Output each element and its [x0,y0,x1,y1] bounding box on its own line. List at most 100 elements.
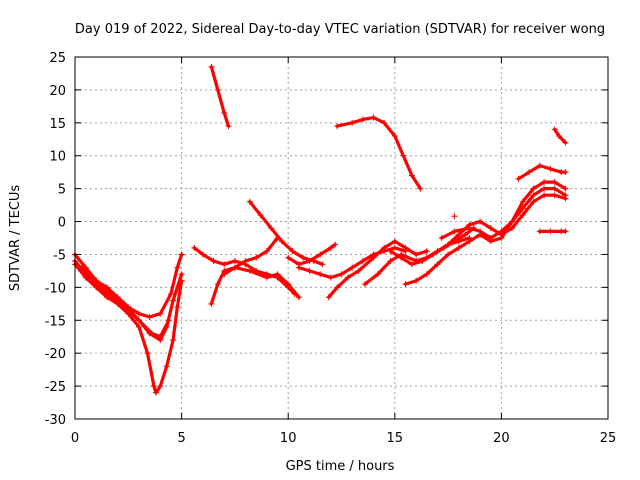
series-s22 [551,126,569,146]
series-s08 [221,264,302,301]
y-tick-label: 20 [49,84,66,99]
data-point [246,198,253,205]
series-s07 [208,63,232,130]
data-point [174,264,181,271]
data-point [413,251,420,258]
data-point [509,225,516,232]
data-point [157,383,164,390]
data-point [423,271,430,278]
data-point [208,63,215,70]
data-point [93,284,100,291]
series-track [79,266,171,339]
data-point [325,294,332,301]
data-point [445,251,452,258]
data-point [370,114,377,121]
y-tick-label: -15 [45,314,66,329]
data-point [462,231,469,238]
y-tick-label: 10 [49,150,66,165]
series-track [446,193,567,247]
plot-frame [74,56,609,420]
data-point [178,251,185,258]
data-point [300,254,307,261]
data-point [274,271,281,278]
data-point [135,317,142,324]
data-point [509,218,516,225]
data-point [157,333,164,340]
data-point [562,139,569,146]
data-point [417,185,424,192]
series-track [209,65,231,128]
data-point [419,258,426,265]
data-point [78,264,85,271]
data-point [391,244,398,251]
data-point [555,132,562,139]
data-point [103,294,110,301]
data-point [170,297,177,304]
series-s15 [387,225,477,268]
data-point [174,304,181,311]
data-point [178,271,185,278]
data-point [214,281,221,288]
data-point [225,123,232,130]
data-point [387,258,394,265]
data-point [295,294,302,301]
y-tick-label: -20 [45,347,66,362]
data-point [498,235,505,241]
data-point [114,300,121,307]
data-point [82,274,89,281]
data-point [551,126,558,133]
data-point [359,116,366,123]
data-point [263,274,270,281]
x-tick-label: 20 [493,431,510,446]
data-point [253,254,260,261]
data-point [530,185,537,192]
data-point [285,254,292,261]
data-point [242,258,249,265]
series-s20 [515,162,569,182]
data-point [319,261,326,268]
series-s03 [72,261,185,396]
data-point [551,192,558,199]
data-point [231,264,238,271]
x-axis-label: GPS time / hours [286,459,395,474]
y-tick-label: -10 [45,281,66,296]
x-tick-label: 5 [177,431,185,446]
data-point [374,271,381,278]
data-point [445,241,452,248]
data-point [306,258,313,265]
data-point [526,169,533,176]
data-point [408,172,415,179]
data-point [327,274,334,281]
data-point [334,123,341,130]
series-track [403,233,482,286]
series-track [209,236,280,306]
data-point [541,185,548,192]
series-s10 [285,241,339,268]
y-tick-label: 0 [58,216,66,231]
data-point [135,310,142,317]
data-point [455,244,462,251]
y-tick-label: -5 [53,248,66,263]
series-s19 [477,179,569,245]
data-point [338,271,345,278]
data-point [221,271,228,278]
data-point [400,152,407,159]
data-point [391,238,398,245]
data-point [289,248,296,255]
data-point [306,267,313,274]
data-point [349,119,356,126]
data-point [178,277,185,284]
data-point [317,271,324,278]
data-point [344,274,351,281]
data-point [278,238,285,245]
data-point [402,244,409,251]
data-point [167,290,174,297]
x-tick-label: 0 [71,431,79,446]
data-point [451,213,458,220]
data-point [361,281,368,288]
data-point [536,228,543,235]
data-point [487,238,494,245]
data-point [263,248,270,255]
data-point [125,310,132,317]
series-s12 [325,238,430,301]
